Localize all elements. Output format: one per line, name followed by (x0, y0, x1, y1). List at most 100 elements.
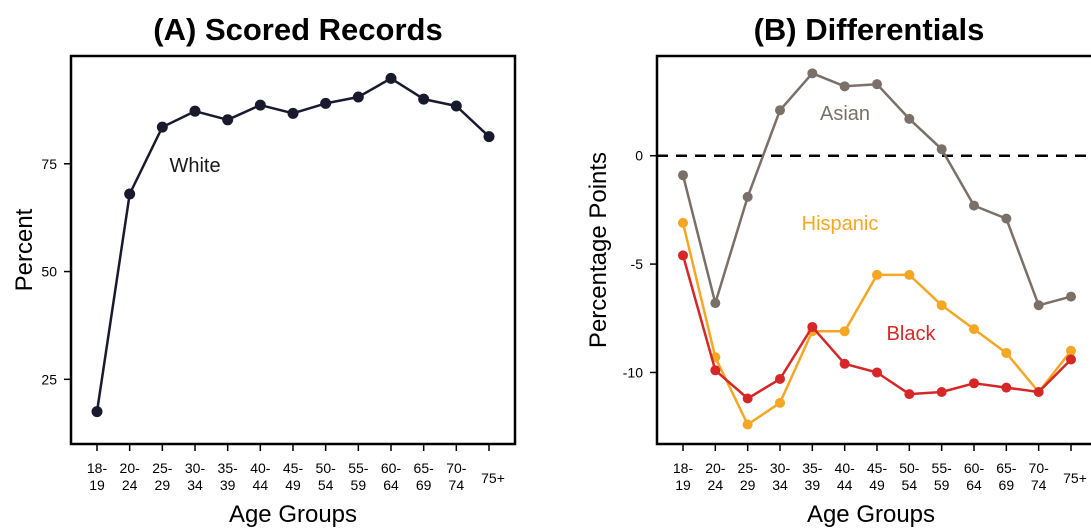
data-point-black (969, 378, 979, 389)
y-axis-title: Percentage Points (585, 152, 612, 348)
x-tick-label: 20- (120, 460, 141, 476)
x-tick-label: 34 (772, 477, 788, 493)
x-tick-label: 55- (348, 460, 369, 476)
y-tick-label: 0 (635, 148, 643, 164)
x-tick-label: 69 (999, 477, 1015, 493)
x-tick-label: 34 (187, 477, 203, 493)
data-point-white (450, 100, 462, 112)
x-tick-label: 19 (675, 477, 691, 493)
x-tick-label: 18- (87, 460, 108, 476)
x-tick-label: 35- (218, 460, 239, 476)
x-tick-label: 30- (770, 460, 791, 476)
x-tick-label: 60- (964, 460, 985, 476)
data-point-white (124, 188, 136, 200)
data-point-asian (1066, 291, 1076, 302)
x-tick-label: 54 (902, 477, 918, 493)
x-tick-label: 25- (152, 460, 173, 476)
x-tick-label: 19 (89, 477, 105, 493)
x-tick-label: 70- (446, 460, 467, 476)
series-black (678, 250, 1076, 404)
data-point-black (936, 386, 947, 397)
data-point-hispanic (1001, 347, 1012, 358)
x-tick-label: 74 (449, 477, 465, 493)
x-tick-label: 69 (416, 477, 432, 493)
data-point-asian (839, 81, 850, 92)
x-tick-label: 65- (414, 460, 435, 476)
x-tick-label: 29 (155, 477, 171, 493)
x-tick-label: 59 (934, 477, 950, 493)
data-point-asian (678, 170, 688, 181)
x-tick-label: 20- (705, 460, 726, 476)
x-tick-label: 70- (1029, 460, 1050, 476)
x-tick-label: 75+ (1063, 470, 1087, 486)
data-point-hispanic (742, 419, 753, 430)
x-tick-label: 24 (708, 477, 724, 493)
x-axis-title: Age Groups (229, 501, 357, 528)
plot-frame (655, 54, 1091, 446)
data-point-asian (872, 79, 882, 90)
series-line-white (95, 77, 490, 412)
series-asian (678, 68, 1076, 311)
x-tick-label: 30- (185, 460, 206, 476)
x-tick-label: 64 (383, 477, 399, 493)
data-point-white (418, 93, 430, 105)
data-point-black (742, 393, 753, 404)
chart-title: (B) Differentials (754, 12, 985, 47)
x-tick-label: 40- (250, 460, 271, 476)
series-label-asian: Asian (820, 103, 870, 125)
x-tick-label: 50- (316, 460, 337, 476)
y-tick-label: -10 (623, 364, 643, 380)
x-tick-label: 75+ (481, 470, 505, 486)
x-tick-label: 60- (381, 460, 402, 476)
data-point-asian (775, 105, 785, 116)
data-point-hispanic (904, 269, 915, 280)
y-tick-label: 50 (41, 264, 57, 280)
panel-scored-records: (A) Scored Records 25 50 75 18-19 20-24 25-29 3… (11, 12, 517, 528)
data-point-asian (807, 68, 818, 79)
x-tick-label: 49 (869, 477, 885, 493)
data-point-asian (710, 298, 721, 309)
series-white (91, 72, 495, 418)
x-tick-label: 64 (966, 477, 982, 493)
data-point-black (1066, 354, 1076, 365)
data-point-hispanic (1066, 345, 1076, 356)
data-point-white (320, 97, 332, 109)
series-label-white: White (169, 155, 220, 177)
data-point-asian (936, 144, 947, 155)
y-tick-label: 75 (41, 156, 57, 172)
y-tick-label: -5 (631, 256, 644, 272)
data-point-black (775, 373, 785, 384)
x-tick-label: 54 (318, 477, 334, 493)
data-point-hispanic (872, 269, 882, 280)
y-tick-label: 25 (41, 371, 57, 387)
x-tick-label: 40- (835, 460, 856, 476)
x-tick-label: 29 (740, 477, 756, 493)
x-tick-label: 35- (802, 460, 823, 476)
x-tick-label: 39 (805, 477, 821, 493)
series-hispanic (678, 217, 1076, 430)
data-point-hispanic (775, 397, 785, 408)
x-tick-label: 24 (122, 477, 138, 493)
data-point-asian (742, 191, 753, 202)
x-tick-label: 44 (253, 477, 269, 493)
x-tick-label: 55- (932, 460, 953, 476)
data-point-white (385, 72, 397, 84)
x-axis-title: Age Groups (807, 501, 935, 528)
x-tick-label: 18- (673, 460, 694, 476)
data-point-white (352, 91, 364, 103)
data-point-black (904, 389, 915, 400)
series-label-hispanic: Hispanic (802, 213, 879, 235)
data-point-black (839, 358, 850, 369)
x-tick-label: 59 (351, 477, 367, 493)
data-point-asian (969, 200, 979, 211)
data-point-white (483, 131, 495, 143)
x-tick-label: 65- (996, 460, 1017, 476)
x-tick-label: 50- (899, 460, 920, 476)
panel-differentials: (B) Differentials 0 -5 -10 18-19 20-24 25-29 30… (585, 12, 1091, 528)
data-point-black (710, 365, 721, 376)
x-tick-label: 44 (837, 477, 853, 493)
data-point-white (156, 121, 168, 133)
data-point-hispanic (969, 324, 979, 335)
